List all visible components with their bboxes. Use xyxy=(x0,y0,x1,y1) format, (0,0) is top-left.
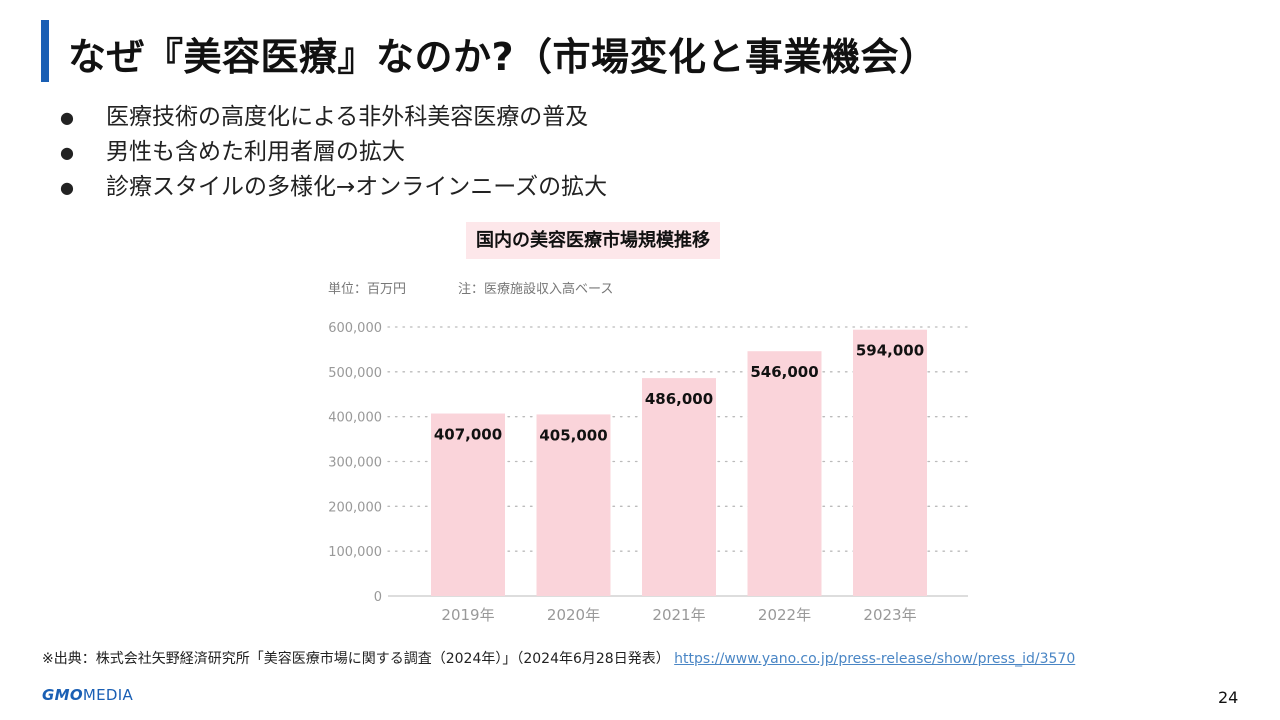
x-tick-label: 2023年 xyxy=(863,606,916,624)
y-tick-label: 300,000 xyxy=(328,456,382,471)
bullet-dot-icon: ● xyxy=(60,178,74,197)
bullet-dot-icon: ● xyxy=(60,108,74,127)
gmo-media-logo: GMOMEDIA xyxy=(42,686,133,704)
y-tick-label: 0 xyxy=(374,590,382,605)
title-accent-bar xyxy=(41,20,49,82)
bullet-text: 医療技術の高度化による非外科美容医療の普及 xyxy=(106,104,589,130)
x-tick-label: 2019年 xyxy=(441,606,494,624)
page-number: 24 xyxy=(1218,688,1239,707)
source-link[interactable]: https://www.yano.co.jp/press-release/sho… xyxy=(674,651,1076,667)
bar-value-label: 407,000 xyxy=(434,426,502,444)
source-text: ※出典：株式会社矢野経済研究所「美容医療市場に関する調査（2024年）」（202… xyxy=(42,651,670,667)
bar xyxy=(536,414,611,596)
chart-note: 注：医療施設収入高ベース xyxy=(458,282,614,297)
bar xyxy=(853,329,927,596)
bar xyxy=(747,351,822,596)
bullet-text: 診療スタイルの多様化→オンラインニーズの拡大 xyxy=(106,174,608,200)
bar xyxy=(642,378,716,596)
bar xyxy=(431,413,505,596)
y-tick-label: 600,000 xyxy=(328,321,382,336)
x-tick-label: 2022年 xyxy=(758,606,811,624)
bullet-list: ● 医療技術の高度化による非外科美容医療の普及 ● 男性も含めた利用者層の拡大 ● 診… xyxy=(60,100,607,205)
chart-title: 国内の美容医療市場規模推移 xyxy=(466,222,720,259)
y-tick-label: 100,000 xyxy=(328,545,382,560)
bullet-item: ● 男性も含めた利用者層の拡大 xyxy=(60,135,607,170)
bar-value-label: 486,000 xyxy=(645,390,713,408)
x-tick-label: 2020年 xyxy=(547,606,600,624)
bullet-text: 男性も含めた利用者層の拡大 xyxy=(106,139,405,165)
y-tick-label: 500,000 xyxy=(328,366,382,381)
logo-gmo: GMO xyxy=(42,686,83,704)
source-note: ※出典：株式会社矢野経済研究所「美容医療市場に関する調査（2024年）」（202… xyxy=(42,648,1075,668)
bullet-dot-icon: ● xyxy=(60,143,74,162)
y-tick-label: 400,000 xyxy=(328,411,382,426)
y-tick-label: 200,000 xyxy=(328,500,382,515)
x-tick-label: 2021年 xyxy=(652,606,705,624)
bar-value-label: 594,000 xyxy=(856,342,924,360)
bar-value-label: 405,000 xyxy=(539,426,607,444)
bullet-item: ● 医療技術の高度化による非外科美容医療の普及 xyxy=(60,100,607,135)
bullet-item: ● 診療スタイルの多様化→オンラインニーズの拡大 xyxy=(60,170,607,205)
slide-title: なぜ『美容医療』なのか?（市場変化と事業機会） xyxy=(68,35,938,79)
logo-media: MEDIA xyxy=(82,686,134,704)
chart-unit-label: 単位：百万円 xyxy=(328,282,407,297)
bar-value-label: 546,000 xyxy=(750,363,818,381)
